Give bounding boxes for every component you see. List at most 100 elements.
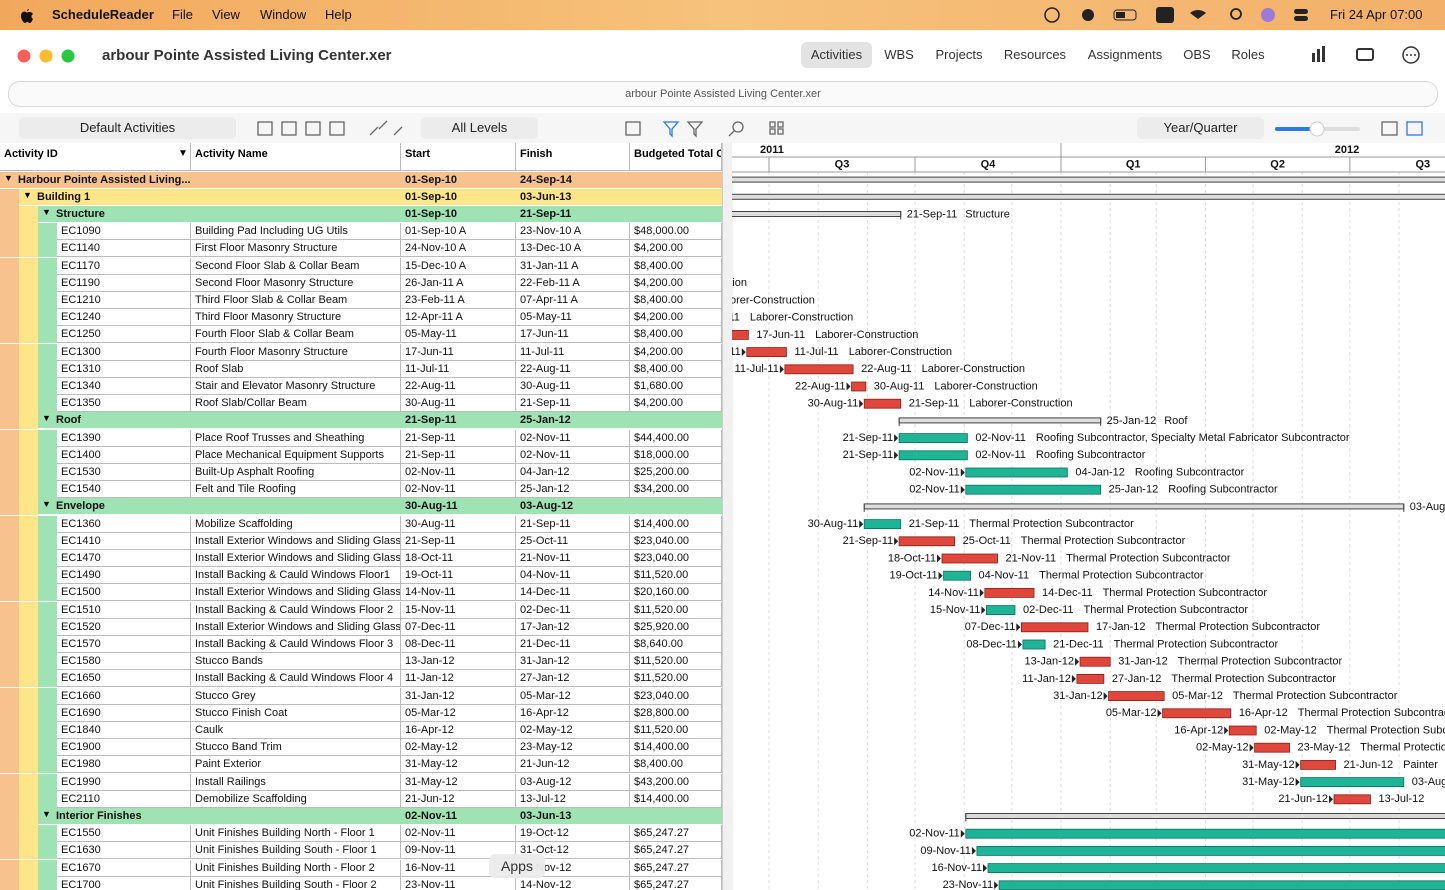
finish-label: 25-Jan-12 (1109, 484, 1159, 496)
activity-id: EC1570 (57, 635, 191, 654)
activity-name: Install Exterior Windows and Sliding Gla… (191, 618, 401, 636)
column-header[interactable]: Activity ID (0, 143, 191, 171)
activity-budget: $14,400.00 (630, 739, 722, 757)
filter-icon[interactable]: ▼ (178, 148, 188, 159)
link-arrow (981, 606, 986, 615)
wbs-name: Building 1 (37, 190, 91, 203)
tab[interactable]: Roles (1231, 47, 1265, 62)
expand-toggle[interactable]: ▼ (42, 413, 51, 424)
activity-name: Stair and Elevator Masonry Structure (191, 377, 401, 396)
window-tools[interactable] (1300, 43, 1430, 69)
start-label: 11-Jul-11 (735, 363, 779, 375)
summary-bar (898, 417, 1102, 424)
wbs-indent (38, 618, 57, 636)
activity-bar (1254, 742, 1290, 753)
start-label: 21-Sep-11 (843, 449, 894, 461)
link-arrow (741, 348, 746, 357)
finish-label: 21-Dec-11 (1053, 638, 1104, 650)
expand-toggle[interactable]: ▼ (42, 808, 51, 819)
activity-budget: $11,520.00 (630, 601, 722, 619)
wbs-indent (19, 223, 38, 241)
menu-item[interactable]: Window (260, 7, 307, 22)
summary-cap (965, 813, 967, 822)
wbs-indent (0, 567, 19, 585)
start-label: 11-Jan-12 (1022, 673, 1071, 685)
activity-id: EC1650 (57, 670, 191, 688)
summary-name-label: Structure (965, 208, 1010, 220)
clock[interactable]: Fri 24 Apr 07:00 (1330, 7, 1423, 22)
activity-finish: 07-Apr-11 A (516, 291, 630, 310)
apple-icon[interactable] (18, 6, 34, 24)
summary-bar (863, 503, 1405, 510)
activity-finish: 21-Nov-11 (516, 549, 630, 568)
wbs-indent (19, 412, 38, 430)
activity-id: EC1490 (57, 567, 191, 585)
activity-name: Felt and Tile Roofing (191, 481, 401, 499)
link-arrow (859, 399, 864, 408)
tab[interactable]: OBS (1183, 47, 1211, 62)
wbs-finish: 24-Sep-14 (520, 173, 572, 186)
wbs-indent (38, 309, 57, 327)
activity-budget: $65,247.27 (630, 842, 722, 860)
wbs-indent (0, 739, 19, 757)
wbs-indent (38, 481, 57, 499)
tab[interactable]: Assignments (1087, 47, 1163, 62)
wbs-indent (19, 670, 38, 688)
resource-label: Roofing Subcontractor (1168, 484, 1278, 496)
resource-label: Thermal Protection Subcontractor (1039, 570, 1204, 582)
column-header[interactable]: Budgeted Total C (630, 143, 722, 171)
finish-label: 17-Jan-12 (1096, 621, 1146, 633)
splitter[interactable] (722, 143, 733, 890)
file-bar: arbour Pointe Assisted Living Center.xer (8, 81, 1438, 107)
column-header[interactable]: Activity Name (191, 143, 401, 171)
column-header[interactable]: Finish (516, 143, 630, 171)
link-arrow (859, 520, 864, 529)
finish-label: 31-Jan-12 (1118, 656, 1168, 668)
wbs-indent (0, 481, 19, 499)
activity-finish: 14-Nov-12 (516, 876, 630, 890)
expand-toggle[interactable]: ▼ (4, 172, 13, 183)
wbs-indent (0, 807, 19, 826)
status-icons[interactable] (1040, 5, 1320, 25)
expand-toggle[interactable]: ▼ (42, 499, 51, 510)
activity-id: EC1360 (57, 515, 191, 533)
window-controls[interactable] (14, 47, 84, 65)
expand-toggle[interactable]: ▼ (42, 206, 51, 217)
wbs-indent (0, 360, 19, 378)
activity-id: EC1840 (57, 721, 191, 740)
tab[interactable]: Resources (1003, 47, 1067, 62)
activity-budget: $11,520.00 (630, 670, 722, 688)
wbs-indent (19, 635, 38, 654)
levels-dropdown[interactable]: All Levels (421, 117, 538, 139)
column-header[interactable]: Start (401, 143, 516, 171)
tab[interactable]: Activities (801, 42, 872, 68)
tab[interactable]: WBS (884, 47, 914, 62)
layout-dropdown[interactable]: Default Activities (19, 117, 236, 139)
finish-label: 21-Nov-11 (1006, 552, 1057, 564)
wbs-indent (19, 326, 38, 344)
app-name[interactable]: ScheduleReader (52, 7, 154, 22)
menu-item[interactable]: File (172, 7, 193, 22)
activity-name: Install Backing & Cauld Windows Floor 2 (191, 601, 401, 619)
finish-label: 16-Apr-12 (1239, 707, 1288, 719)
wbs-indent (0, 326, 19, 344)
expand-toggle[interactable]: ▼ (23, 189, 32, 200)
activity-bar (898, 450, 968, 461)
finish-label: 05-Mar-12 (1172, 690, 1223, 702)
menu-item[interactable]: View (212, 7, 240, 22)
wbs-indent (19, 807, 38, 826)
wbs-indent (0, 446, 19, 464)
link-arrow (1157, 709, 1162, 718)
wbs-indent (0, 618, 19, 636)
timescale-dropdown[interactable]: Year/Quarter (1137, 117, 1264, 139)
tab[interactable]: Projects (935, 47, 983, 62)
activity-start: 21-Sep-11 (401, 446, 516, 464)
wbs-indent (19, 756, 38, 774)
toolbar-icons[interactable] (250, 117, 1445, 141)
menu-item[interactable]: Help (325, 7, 352, 22)
wbs-indent (19, 463, 38, 482)
link-arrow (1328, 795, 1333, 804)
activity-budget: $23,040.00 (630, 532, 722, 550)
wbs-indent (38, 377, 57, 396)
wbs-indent (38, 567, 57, 585)
